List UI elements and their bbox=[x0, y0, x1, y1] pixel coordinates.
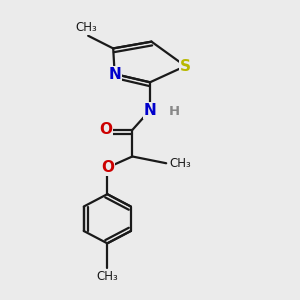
Text: CH₃: CH₃ bbox=[76, 21, 98, 34]
Text: O: O bbox=[101, 160, 114, 175]
Text: S: S bbox=[180, 58, 191, 74]
Text: N: N bbox=[108, 67, 121, 82]
Text: CH₃: CH₃ bbox=[169, 157, 191, 170]
Text: N: N bbox=[144, 103, 156, 118]
Text: H: H bbox=[168, 105, 179, 118]
Text: CH₃: CH₃ bbox=[96, 270, 118, 283]
Text: O: O bbox=[99, 122, 112, 137]
